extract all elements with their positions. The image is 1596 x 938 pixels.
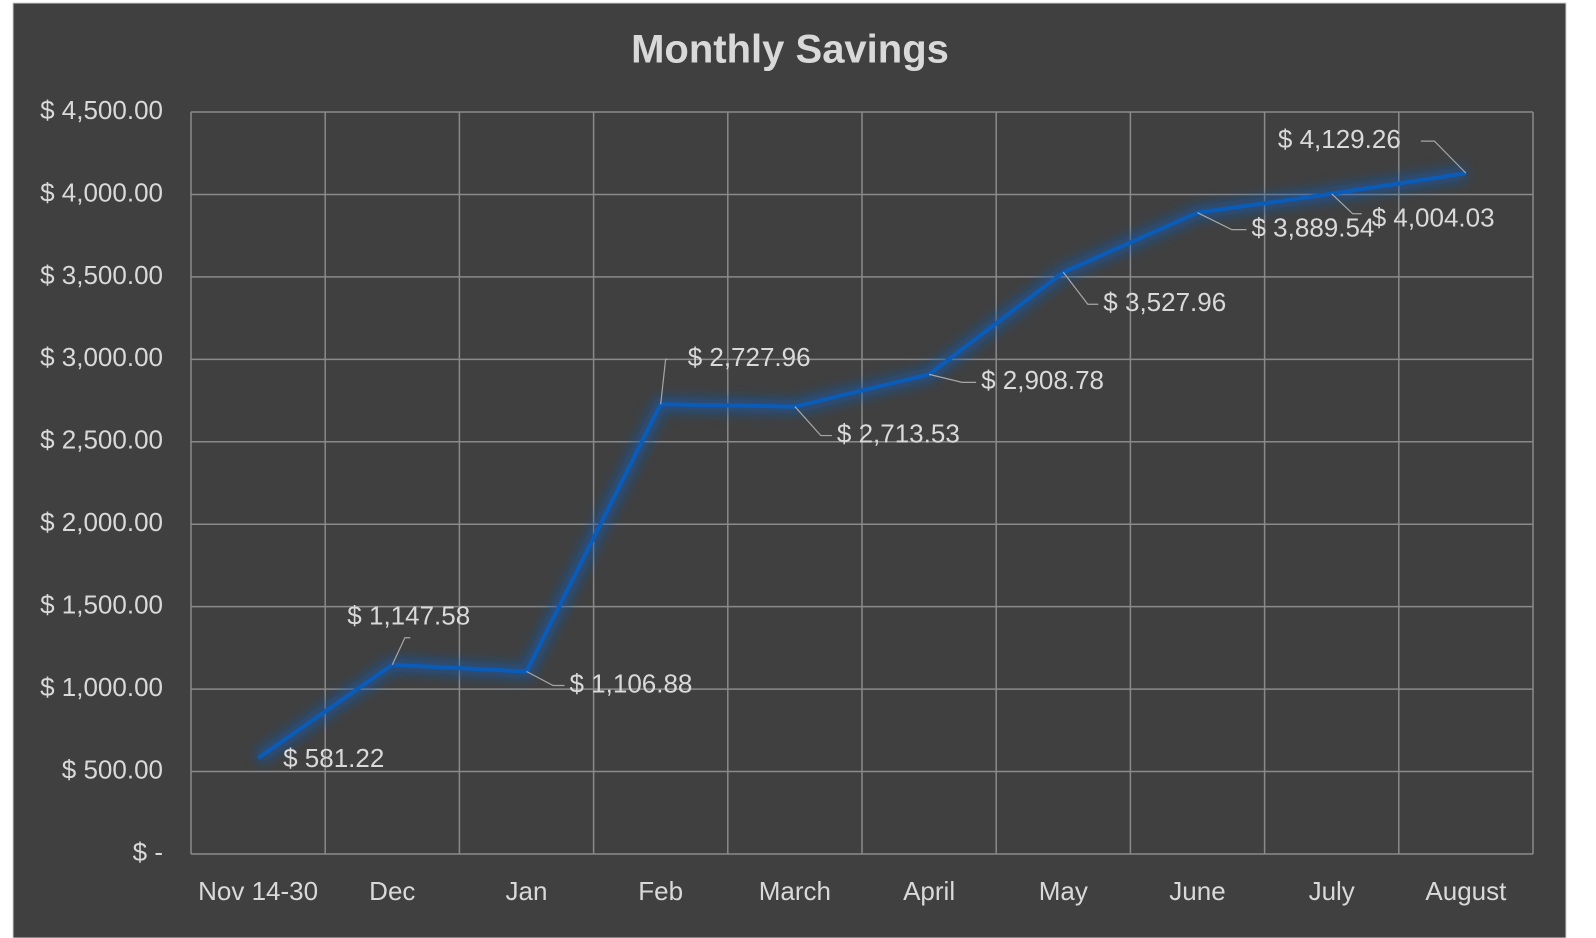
y-tick-label: $ 4,000.00 xyxy=(40,177,163,207)
leader-line xyxy=(1420,140,1467,174)
data-label: $ 2,727.96 xyxy=(688,342,811,372)
data-label: $ 1,147.58 xyxy=(347,601,470,631)
x-tick-label: April xyxy=(903,876,955,906)
x-tick-label: June xyxy=(1169,876,1225,906)
x-tick-label: March xyxy=(759,876,831,906)
y-tick-label: $ 1,500.00 xyxy=(40,590,163,620)
x-tick-label: Feb xyxy=(638,876,683,906)
x-tick-label: August xyxy=(1425,876,1507,906)
leader-line xyxy=(928,373,977,383)
x-tick-label: July xyxy=(1309,876,1355,906)
x-tick-label: Nov 14-30 xyxy=(198,876,318,906)
data-label: $ 581.22 xyxy=(283,743,384,773)
y-tick-label: $ 2,500.00 xyxy=(40,425,163,455)
leader-line xyxy=(391,637,411,666)
leader-line xyxy=(526,670,565,687)
data-label: $ 4,129.26 xyxy=(1278,124,1401,154)
data-label: $ 2,908.78 xyxy=(981,365,1104,395)
data-label: $ 1,106.88 xyxy=(570,668,693,698)
x-tick-label: May xyxy=(1039,876,1088,906)
data-label: $ 3,527.96 xyxy=(1103,287,1226,317)
x-tick-label: Jan xyxy=(506,876,548,906)
leader-line xyxy=(794,406,832,437)
leader-line xyxy=(1197,212,1247,231)
data-label: $ 3,889.54 xyxy=(1252,213,1375,243)
chart-background xyxy=(12,2,1567,938)
y-tick-label: $ 1,000.00 xyxy=(40,672,163,702)
y-tick-label: $ 3,000.00 xyxy=(40,342,163,372)
data-label: $ 2,713.53 xyxy=(837,418,960,448)
y-tick-label: $ - xyxy=(133,837,163,867)
y-tick-label: $ 4,500.00 xyxy=(40,95,163,125)
x-tick-label: Dec xyxy=(369,876,415,906)
data-label: $ 4,004.03 xyxy=(1372,203,1495,233)
leader-line xyxy=(660,358,668,405)
y-tick-label: $ 500.00 xyxy=(62,754,163,784)
leader-line xyxy=(1331,193,1362,215)
y-tick-label: $ 3,500.00 xyxy=(40,260,163,290)
leader-line xyxy=(1062,271,1099,305)
chart-title: Monthly Savings xyxy=(631,28,949,72)
line xyxy=(256,171,1467,760)
y-tick-label: $ 2,000.00 xyxy=(40,507,163,537)
